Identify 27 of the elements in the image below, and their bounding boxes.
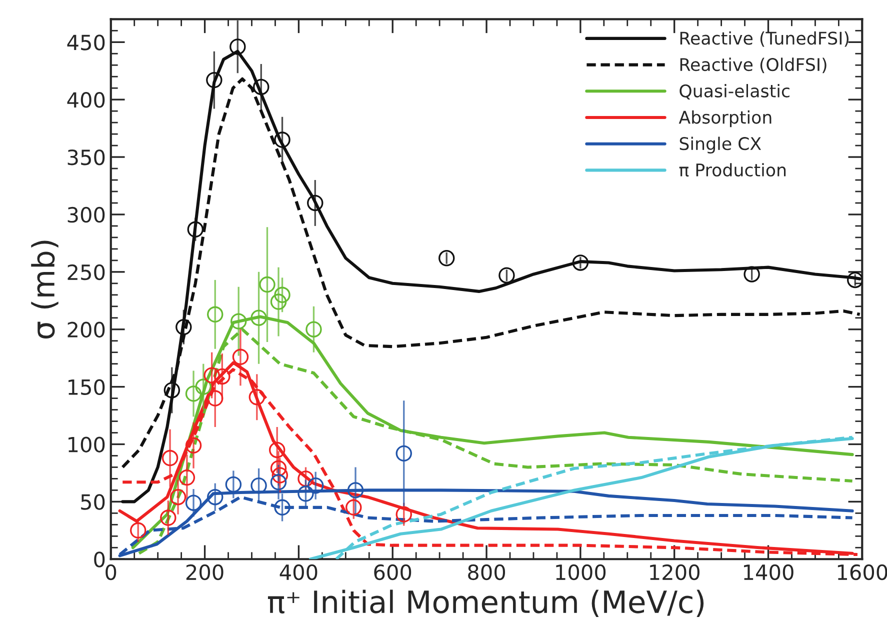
- y-tick-label: 400: [67, 92, 105, 108]
- x-tick-label: 200: [186, 564, 224, 580]
- x-tick-label: 1400: [744, 564, 794, 580]
- x-tick-label: 1000: [556, 564, 606, 580]
- y-tick-label: 150: [68, 379, 105, 396]
- y-tick-label: 50: [81, 494, 105, 510]
- x-axis-title: π⁺ Initial Momentum (MeV/c): [268, 590, 704, 617]
- x-tick-label: 1200: [650, 564, 700, 580]
- legend-label: Absorption: [678, 110, 772, 128]
- x-tick-label: 400: [280, 564, 318, 580]
- x-tick-label: 0: [106, 564, 116, 580]
- legend-label: Single CX: [680, 136, 762, 154]
- x-tick-label: 1600: [838, 564, 887, 580]
- y-tick-label: 200: [68, 322, 105, 338]
- legend-label: Quasi-elastic: [680, 84, 790, 100]
- y-axis-title: σ (mb): [31, 240, 58, 338]
- x-tick-label: 600: [374, 564, 412, 580]
- y-tick-label: 0: [94, 552, 105, 568]
- y-tick-label: 250: [68, 264, 105, 280]
- y-tick-label: 450: [67, 34, 105, 50]
- y-tick-label: 100: [68, 436, 105, 452]
- legend-label: π Production: [679, 163, 786, 177]
- y-tick-label: 350: [68, 149, 105, 166]
- y-tick-label: 300: [68, 206, 105, 223]
- legend-label: Reactive (TunedFSI): [680, 31, 849, 47]
- legend-label: Reactive (OldFSI): [680, 58, 826, 74]
- x-tick-label: 800: [468, 564, 506, 580]
